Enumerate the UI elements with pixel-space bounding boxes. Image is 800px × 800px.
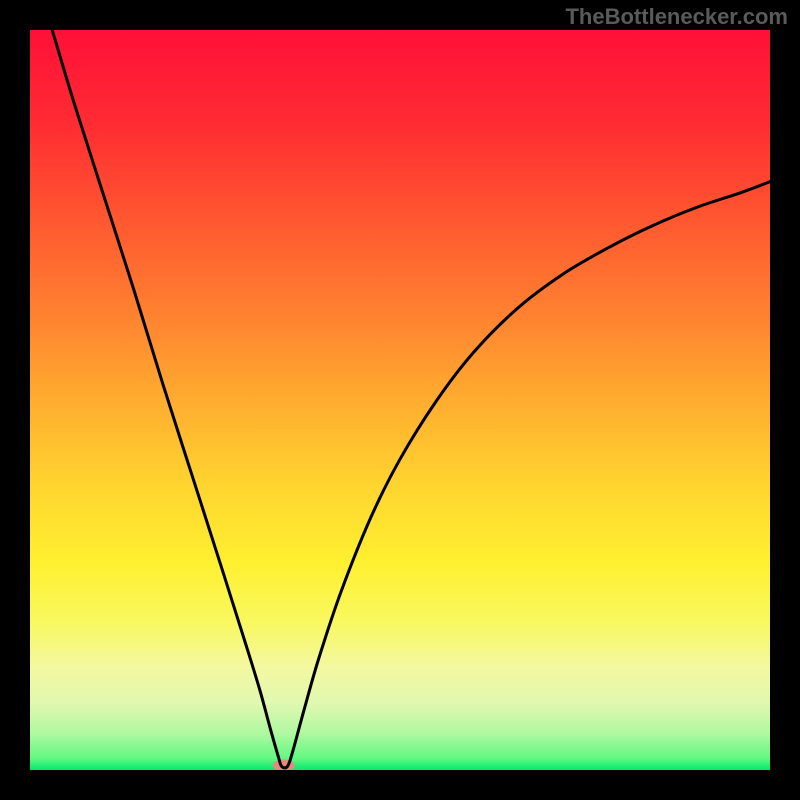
chart-frame: TheBottlenecker.com	[0, 0, 800, 800]
optimal-marker	[273, 760, 295, 772]
watermark-text: TheBottlenecker.com	[565, 4, 788, 30]
plot-background	[30, 30, 770, 770]
chart-svg	[0, 0, 800, 800]
